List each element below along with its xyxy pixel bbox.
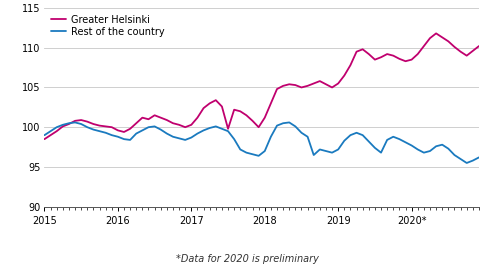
Greater Helsinki	[244, 114, 249, 117]
Line: Rest of the country: Rest of the country	[44, 122, 494, 175]
Text: *Data for 2020 is preliminary: *Data for 2020 is preliminary	[175, 254, 319, 264]
Rest of the country	[470, 159, 476, 162]
Greater Helsinki	[72, 119, 78, 122]
Rest of the country	[354, 131, 360, 134]
Greater Helsinki	[195, 116, 201, 119]
Greater Helsinki	[378, 56, 384, 59]
Rest of the country	[41, 134, 47, 137]
Rest of the country	[72, 121, 78, 124]
Rest of the country	[409, 144, 414, 147]
Greater Helsinki	[280, 84, 286, 87]
Rest of the country	[317, 148, 323, 151]
Greater Helsinki	[121, 130, 127, 134]
Rest of the country	[446, 147, 452, 150]
Rest of the country	[488, 164, 494, 167]
Legend: Greater Helsinki, Rest of the country: Greater Helsinki, Rest of the country	[49, 13, 166, 39]
Line: Greater Helsinki: Greater Helsinki	[44, 25, 494, 139]
Greater Helsinki	[41, 138, 47, 141]
